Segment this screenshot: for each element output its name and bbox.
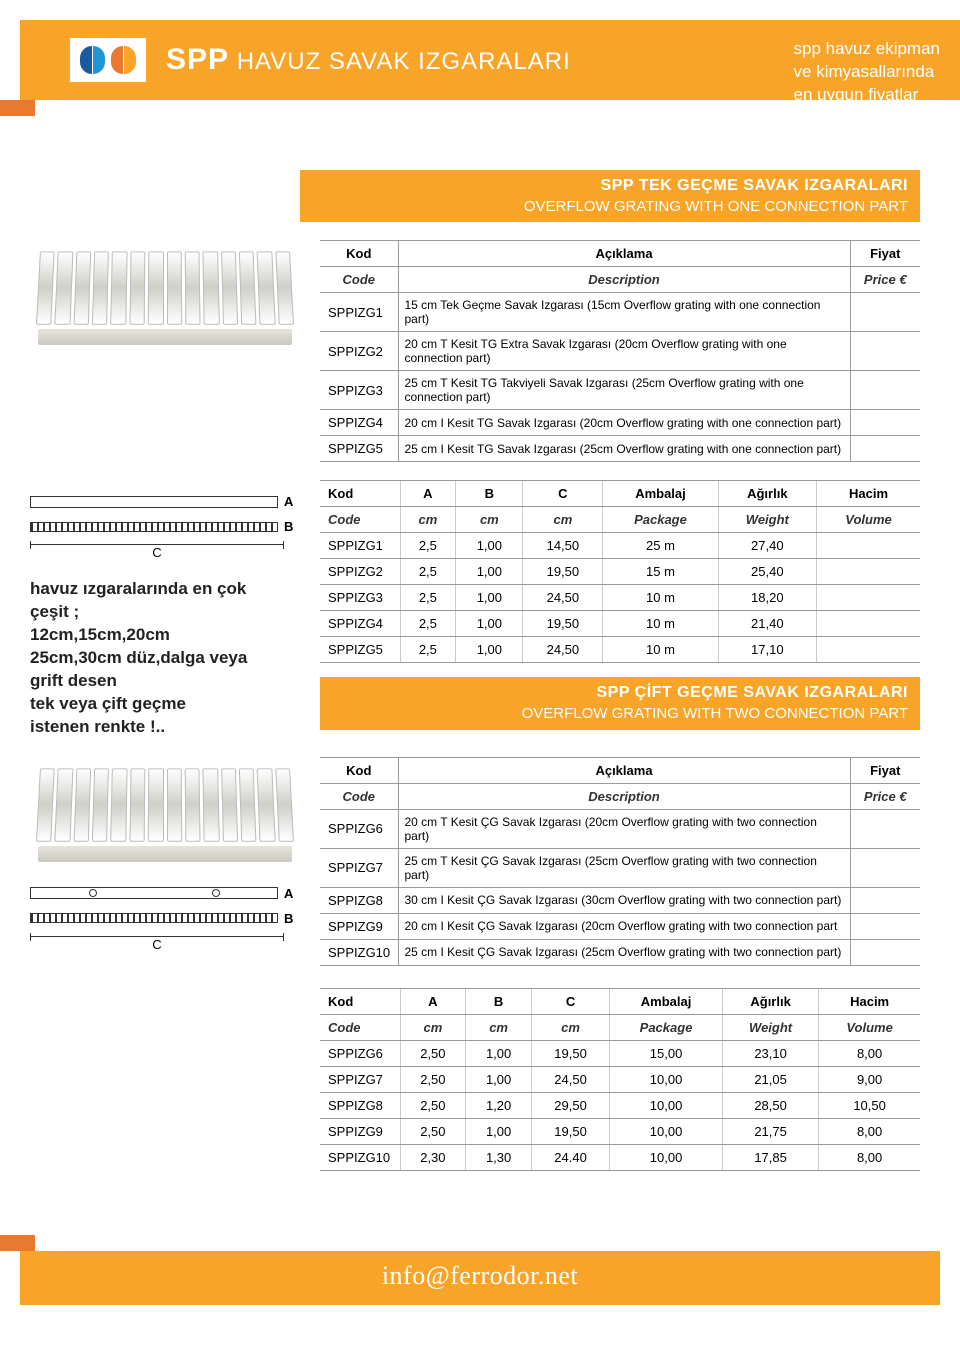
side-description: havuz ızgaralarında en çok çeşit ; 12cm,… [30,578,300,739]
table-row: SPPIZG42,51,0019,5010 m21,40 [320,611,920,637]
table-row: SPPIZG620 cm T Kesit ÇG Savak Izgarası (… [320,809,920,848]
footer-email: info@ferrodor.net [20,1251,940,1305]
table-row: SPPIZG325 cm T Kesit TG Takviyeli Savak … [320,371,920,410]
table-row: SPPIZG92,501,0019,5010,0021,758,00 [320,1118,920,1144]
page-header: SPP HAVUZ SAVAK IZGARALARI spp havuz eki… [0,0,960,130]
table-row: SPPIZG72,501,0024,5010,0021,059,00 [320,1066,920,1092]
table4-dimensions: KodABC AmbalajAğırlıkHacim Codecmcmcm Pa… [320,988,920,1171]
table-row: SPPIZG52,51,0024,5010 m17,10 [320,637,920,663]
table-row: SPPIZG420 cm I Kesit TG Savak Izgarası (… [320,410,920,436]
table-row: SPPIZG22,51,0019,5015 m25,40 [320,559,920,585]
page-title: SPP HAVUZ SAVAK IZGARALARI [166,43,571,77]
table-row: SPPIZG62,501,0019,5015,0023,108,00 [320,1040,920,1066]
table-row: SPPIZG102,301,3024.4010,0017,858,00 [320,1144,920,1170]
table-row: SPPIZG830 cm I Kesit ÇG Savak Izgarası (… [320,887,920,913]
spp-logo [70,38,146,82]
table-row: SPPIZG220 cm T Kesit TG Extra Savak Izga… [320,332,920,371]
table1-description: KodAçıklamaFiyat CodeDescriptionPrice € … [320,240,920,462]
table-row: SPPIZG525 cm I Kesit TG Savak Izgarası (… [320,436,920,462]
footer-accent-tab [0,1235,35,1251]
table-row: SPPIZG1025 cm I Kesit ÇG Savak Izgarası … [320,939,920,965]
product-image-1 [27,242,302,335]
table-row: SPPIZG32,51,0024,5010 m18,20 [320,585,920,611]
table-row: SPPIZG12,51,0014,5025 m27,40 [320,533,920,559]
product-image-2 [27,759,302,852]
section1-title: SPP TEK GEÇME SAVAK IZGARALARI OVERFLOW … [300,170,920,222]
dimension-diagram-2: A B C [30,886,300,952]
header-tagline: spp havuz ekipman ve kimyasallarında en … [794,38,940,107]
table-row: SPPIZG725 cm T Kesit ÇG Savak Izgarası (… [320,848,920,887]
table-row: SPPIZG920 cm I Kesit ÇG Savak Izgarası (… [320,913,920,939]
dimension-diagram-1: A B C [30,494,300,560]
table3-description: KodAçıklamaFiyat CodeDescriptionPrice € … [320,757,920,966]
table-row: SPPIZG115 cm Tek Geçme Savak Izgarası (1… [320,293,920,332]
table2-dimensions: KodABC AmbalajAğırlıkHacim Codecmcmcm Pa… [320,480,920,663]
accent-tab [0,100,35,116]
section2-title: SPP ÇİFT GEÇME SAVAK IZGARALARI OVERFLOW… [320,677,920,729]
table-row: SPPIZG82,501,2029,5010,0028,5010,50 [320,1092,920,1118]
